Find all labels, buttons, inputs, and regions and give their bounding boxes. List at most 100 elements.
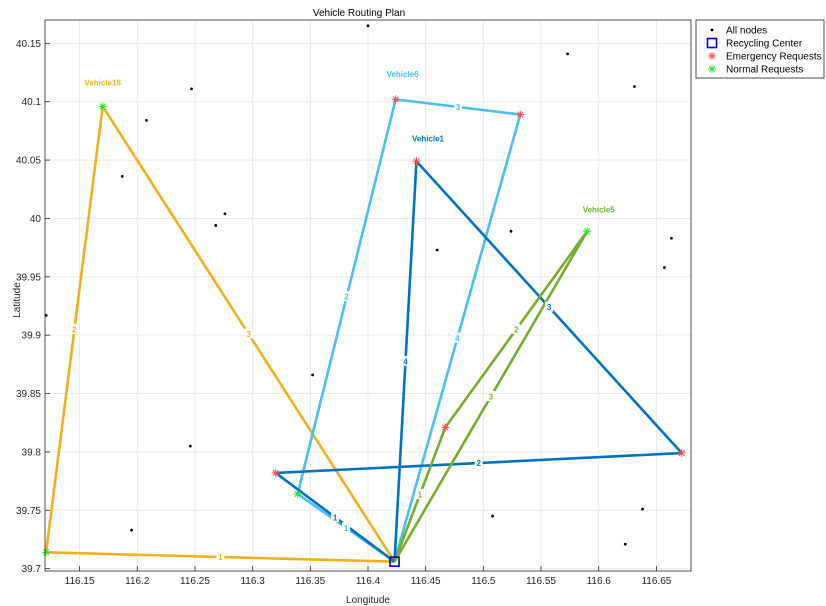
vehicle-label-vehicle6: Vehicle6 [387,70,420,79]
segment-label-bg [415,489,424,500]
segment-label-vehicle6: 2 [344,293,349,302]
legend: All nodes Recycling Center Emergency Reque… [695,19,825,79]
x-tick-label: 116.55 [526,576,556,587]
node-point [145,118,148,122]
emergency-request-marker [412,157,421,166]
segment-label-bg [342,291,351,302]
node-point [188,444,192,448]
node-point [366,24,370,28]
nodes-layer [42,24,686,567]
segment-label-vehicle1: 2 [477,459,482,468]
y-axis-label: Latitude [12,282,23,318]
x-tick-label: 116.15 [65,576,95,587]
segment-label-bg [474,457,483,468]
emergency-request-marker-stroke [392,96,399,103]
normal-request-marker [293,489,302,498]
segment-label-bg [216,551,225,562]
legend-asterisk-icon-stroke [708,65,716,73]
node-point [311,373,315,377]
segment-label-vehicle1: 1 [333,513,338,522]
route-line-vehicle6 [296,98,522,563]
route-vehicle18: Vehicle18 [44,78,396,563]
normal-request-marker [42,548,51,557]
legend-asterisk-icon [708,65,716,73]
node-point [435,248,439,252]
y-tick-label: 39.8 [22,447,42,458]
node-point [190,87,193,91]
x-tick-label: 116.35 [295,576,325,587]
segment-label-bg [244,328,253,339]
node-point [669,236,673,240]
segment-label-bg [453,101,462,112]
x-tick-label: 116.5 [471,576,496,587]
segment-label-bg [486,390,495,401]
normal-request-marker [98,102,107,111]
segment-label-vehicle6: 4 [455,334,460,343]
segment-label-vehicle5: 1 [418,491,423,500]
x-tick-label: 116.4 [356,576,381,587]
normal-request-marker-stroke [42,549,50,556]
x-axis-label: Longitude [346,595,390,606]
legend-label: Recycling Center [726,39,803,50]
normal-request-marker-stroke [583,228,591,235]
legend-label: All nodes [726,26,767,37]
x-tick-label: 116.6 [587,576,612,587]
segment-label-bg [70,323,79,334]
normal-request-marker [583,227,592,236]
segment-label-vehicle1: 3 [547,303,552,312]
emergency-request-marker [441,423,450,432]
route-vehicle1: Vehicle1 [274,134,684,563]
vehicle-label-vehicle1: Vehicle1 [412,134,445,143]
normal-request-marker-stroke [99,103,106,110]
x-tick-label: 116.65 [641,576,671,587]
x-tick-label: 116.3 [240,576,265,587]
y-tick-label: 39.85 [16,389,41,400]
segment-label-vehicle6: 3 [456,103,461,112]
segment-label-vehicle5: 2 [514,325,519,334]
node-point [509,229,513,233]
y-tick-label: 40.05 [16,156,41,167]
emergency-request-marker-stroke [413,158,420,165]
legend-label: Emergency Requests [726,52,822,63]
node-point [663,266,666,269]
emergency-request-marker-stroke [442,424,449,431]
node-point [633,85,636,88]
y-tick-label: 39.9 [22,331,42,342]
segment-label-vehicle5: 3 [489,392,494,401]
axis-ticks: 116.15 116.2 116.25 116.3 116.35 116.4 116.45 1… [16,39,672,587]
legend-asterisk-icon-stroke [708,52,716,60]
vehicle-label-vehicle18: Vehicle18 [84,78,121,87]
legend-label: Normal Requests [726,65,803,76]
segment-label-bg [331,511,340,522]
segment-label-vehicle18: 2 [72,325,77,334]
segment-label-bg [453,332,462,343]
segment-label-bg [401,355,410,366]
legend-box [695,19,825,79]
y-tick-label: 40 [30,214,42,225]
node-point [623,542,627,546]
routes-layer: Vehicle18 Vehicle6 Vehicle1 Vehicle5 3 2 1 1 2 3 4… [44,70,684,563]
recycling-center-marker [389,556,400,567]
segment-label-bg [342,522,351,533]
segment-label-vehicle18: 3 [246,330,251,339]
emergency-request-marker [271,468,280,477]
emergency-request-marker [677,449,686,458]
legend-square-icon [706,37,718,49]
y-tick-label: 40.1 [22,97,42,108]
node-point [491,514,494,518]
y-tick-label: 39.95 [16,272,41,283]
x-tick-label: 116.2 [125,576,150,587]
grid-lines [45,20,691,571]
node-point [223,212,227,216]
legend-dot-icon [710,28,714,32]
y-tick-label: 40.15 [16,39,41,50]
node-point [120,175,124,178]
node-point [44,313,48,317]
vehicle-label-vehicle5: Vehicle5 [583,206,616,215]
segment-label-vehicle18: 1 [218,553,223,562]
x-tick-label: 116.25 [180,576,210,587]
segment-label-bg [512,323,521,334]
emergency-request-marker-stroke [678,449,685,457]
chart-title: Vehicle Routing Plan [313,8,405,19]
